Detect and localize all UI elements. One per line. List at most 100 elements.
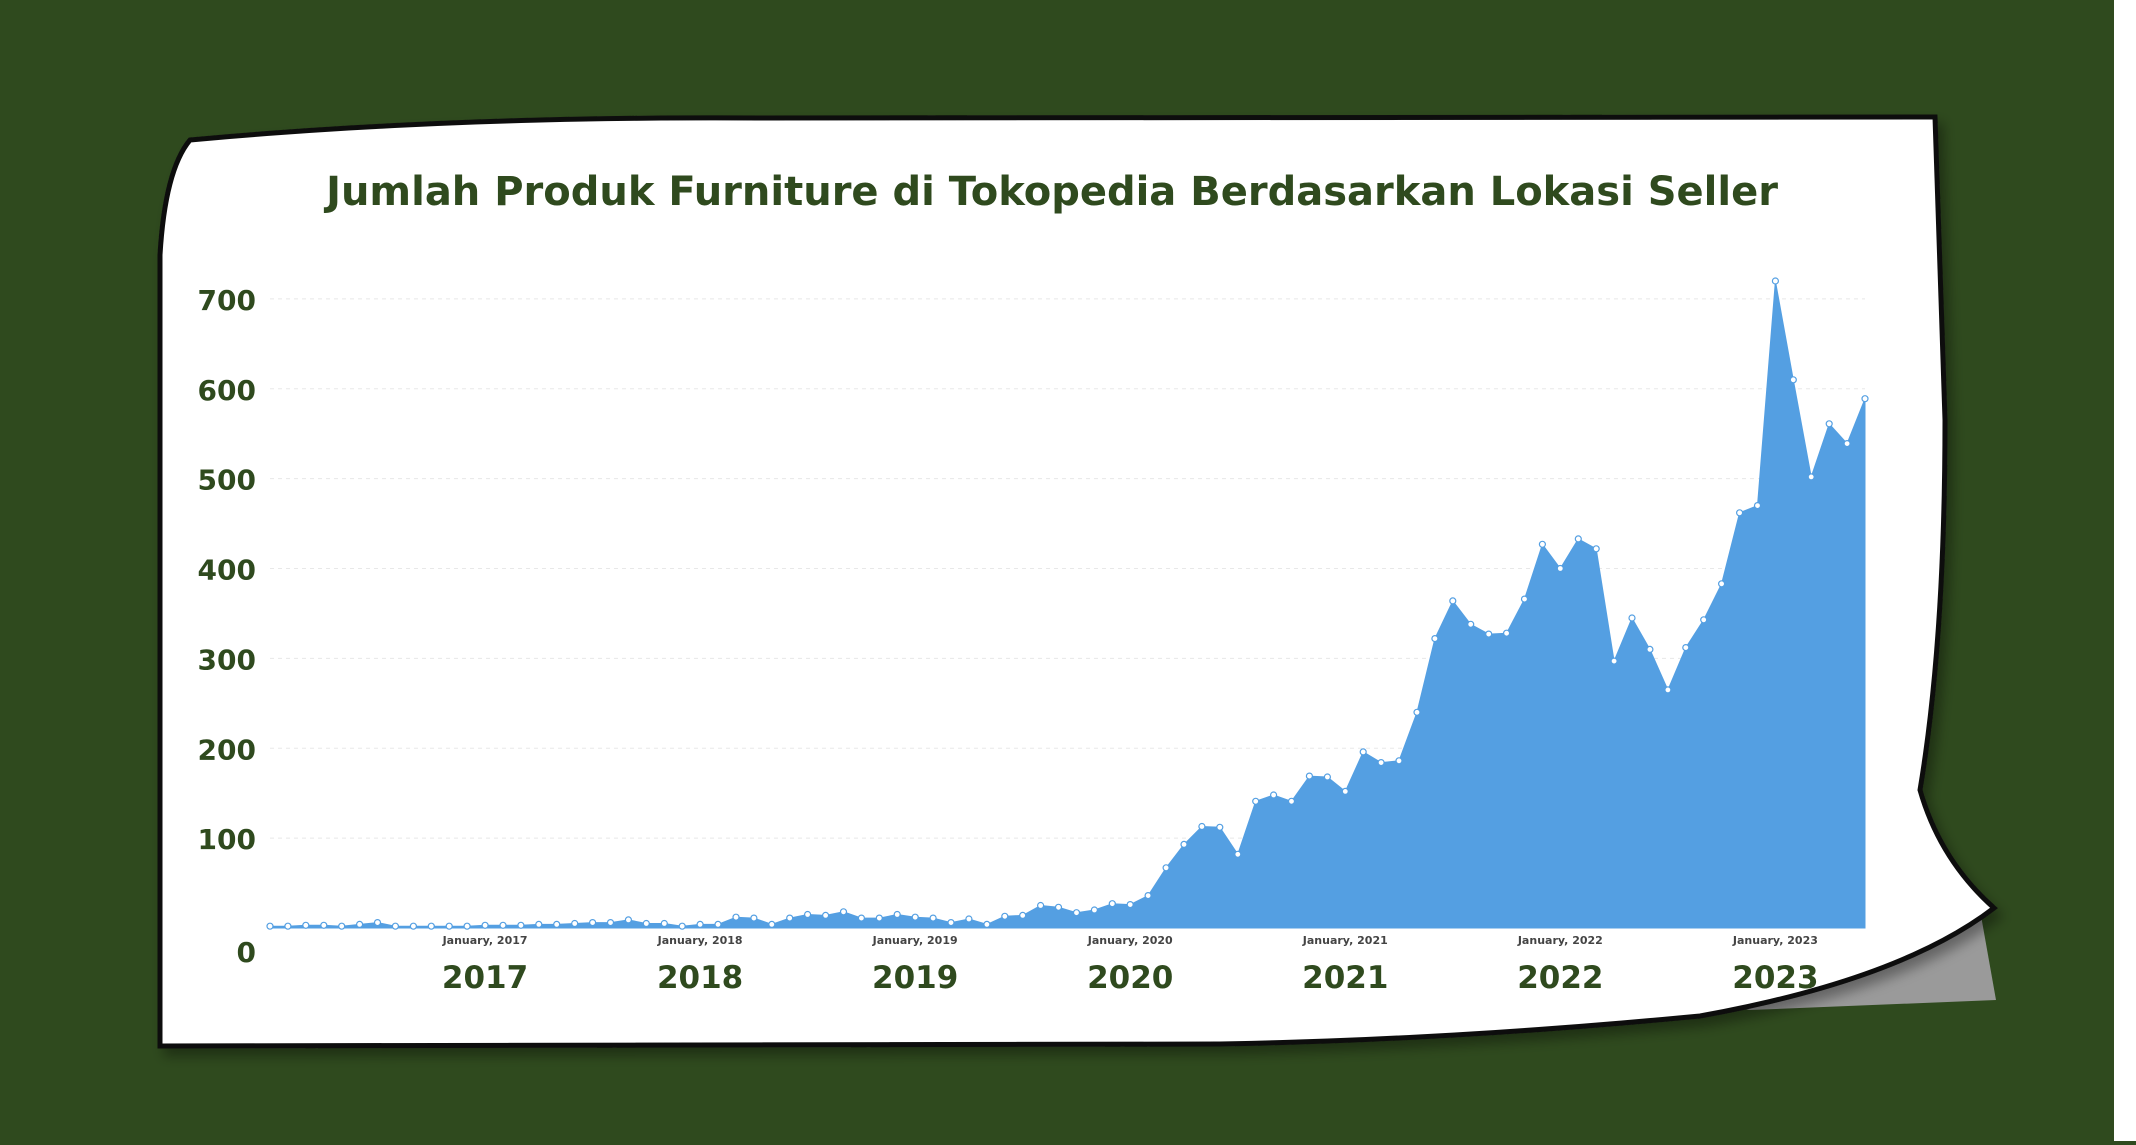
y-tick-label: 700 [198, 284, 256, 317]
data-point [1019, 911, 1027, 920]
data-point [1520, 595, 1529, 603]
x-minor-tick-label: January, 2022 [1517, 934, 1603, 947]
data-point [445, 922, 453, 930]
data-point [857, 914, 866, 922]
data-point [803, 910, 812, 919]
chart-title: Jumlah Produk Furniture di Tokopedia Ber… [323, 169, 1778, 215]
data-point [499, 921, 507, 929]
data-point [535, 920, 543, 929]
y-tick-label: 300 [198, 643, 256, 676]
data-point [947, 918, 955, 927]
data-point [893, 910, 901, 919]
data-point [553, 920, 561, 929]
x-year-label: 2020 [1087, 960, 1173, 996]
data-point [1126, 900, 1134, 909]
data-point [517, 921, 525, 929]
data-point [1485, 630, 1493, 638]
data-point [875, 914, 883, 922]
data-point [1825, 420, 1833, 428]
data-point [1001, 912, 1009, 920]
data-point [929, 914, 937, 922]
x-minor-tick-label: January, 2019 [872, 934, 958, 947]
data-point [732, 913, 740, 921]
y-tick-label: 500 [198, 464, 256, 497]
data-point [821, 911, 830, 920]
data-point [1162, 864, 1170, 872]
data-point [302, 921, 310, 929]
data-point [1036, 901, 1045, 910]
data-point [1359, 748, 1367, 756]
data-point [786, 914, 794, 922]
data-point [606, 918, 615, 927]
data-point [965, 915, 973, 923]
y-axis: 0 100 200 300 400 500 600 700 [198, 284, 256, 969]
data-point [696, 920, 704, 929]
edge-strip [2114, 0, 2136, 1141]
x-minor-tick-label: January, 2017 [442, 934, 528, 947]
data-point [1556, 564, 1564, 573]
data-point [588, 918, 597, 927]
data-point [678, 922, 686, 930]
y-tick-label: 0 [237, 936, 256, 969]
data-point [356, 920, 364, 929]
data-point [1646, 645, 1654, 654]
y-tick-label: 400 [198, 554, 256, 587]
data-point [1771, 277, 1780, 285]
data-point [1843, 440, 1851, 448]
data-point [1538, 540, 1547, 548]
data-point [1252, 797, 1260, 805]
data-point [1198, 822, 1206, 831]
data-point [1180, 840, 1188, 849]
data-point [1395, 757, 1403, 765]
data-point [1700, 616, 1708, 624]
x-minor-tick-label: January, 2018 [657, 934, 743, 947]
data-point [642, 919, 650, 928]
data-point [1341, 787, 1349, 796]
data-point [1753, 502, 1762, 510]
x-year-label: 2017 [442, 960, 528, 996]
data-point [768, 920, 776, 929]
x-year-label: 2021 [1302, 960, 1388, 996]
x-year-label: 2019 [872, 960, 958, 996]
data-point [660, 919, 668, 928]
data-point [409, 922, 417, 930]
data-point [1610, 657, 1618, 665]
data-point [427, 922, 435, 930]
data-point [1592, 545, 1600, 553]
data-point [266, 922, 274, 930]
data-point [1413, 708, 1421, 716]
data-point [1664, 686, 1672, 694]
data-point [1717, 580, 1726, 588]
x-year-label: 2023 [1732, 960, 1818, 996]
data-point [1807, 473, 1815, 481]
data-point [1682, 643, 1690, 652]
data-point [839, 908, 848, 916]
data-point [1431, 634, 1439, 643]
data-point [1628, 614, 1636, 622]
y-tick-label: 600 [198, 374, 256, 407]
data-point [714, 920, 722, 929]
data-markers [266, 277, 1869, 930]
data-point [391, 922, 399, 930]
data-point [1377, 758, 1385, 767]
data-point [1216, 823, 1224, 831]
data-point [1861, 395, 1869, 403]
x-minor-tick-label: January, 2023 [1732, 934, 1818, 947]
x-year-label: 2018 [657, 960, 743, 996]
y-tick-label: 200 [198, 733, 256, 766]
x-minor-tick-label: January, 2020 [1087, 934, 1173, 947]
data-point [1090, 906, 1099, 914]
x-axis: January, 2017 2017 January, 2018 2018 Januar… [442, 934, 1819, 996]
data-point [320, 921, 328, 929]
data-point [1072, 909, 1081, 917]
data-point [373, 918, 382, 927]
data-point [284, 922, 292, 930]
data-point [1502, 629, 1511, 637]
data-point [1305, 772, 1314, 780]
data-point [1467, 620, 1475, 628]
data-point [1054, 903, 1063, 911]
data-point [1789, 376, 1797, 384]
y-tick-label: 100 [198, 823, 256, 856]
